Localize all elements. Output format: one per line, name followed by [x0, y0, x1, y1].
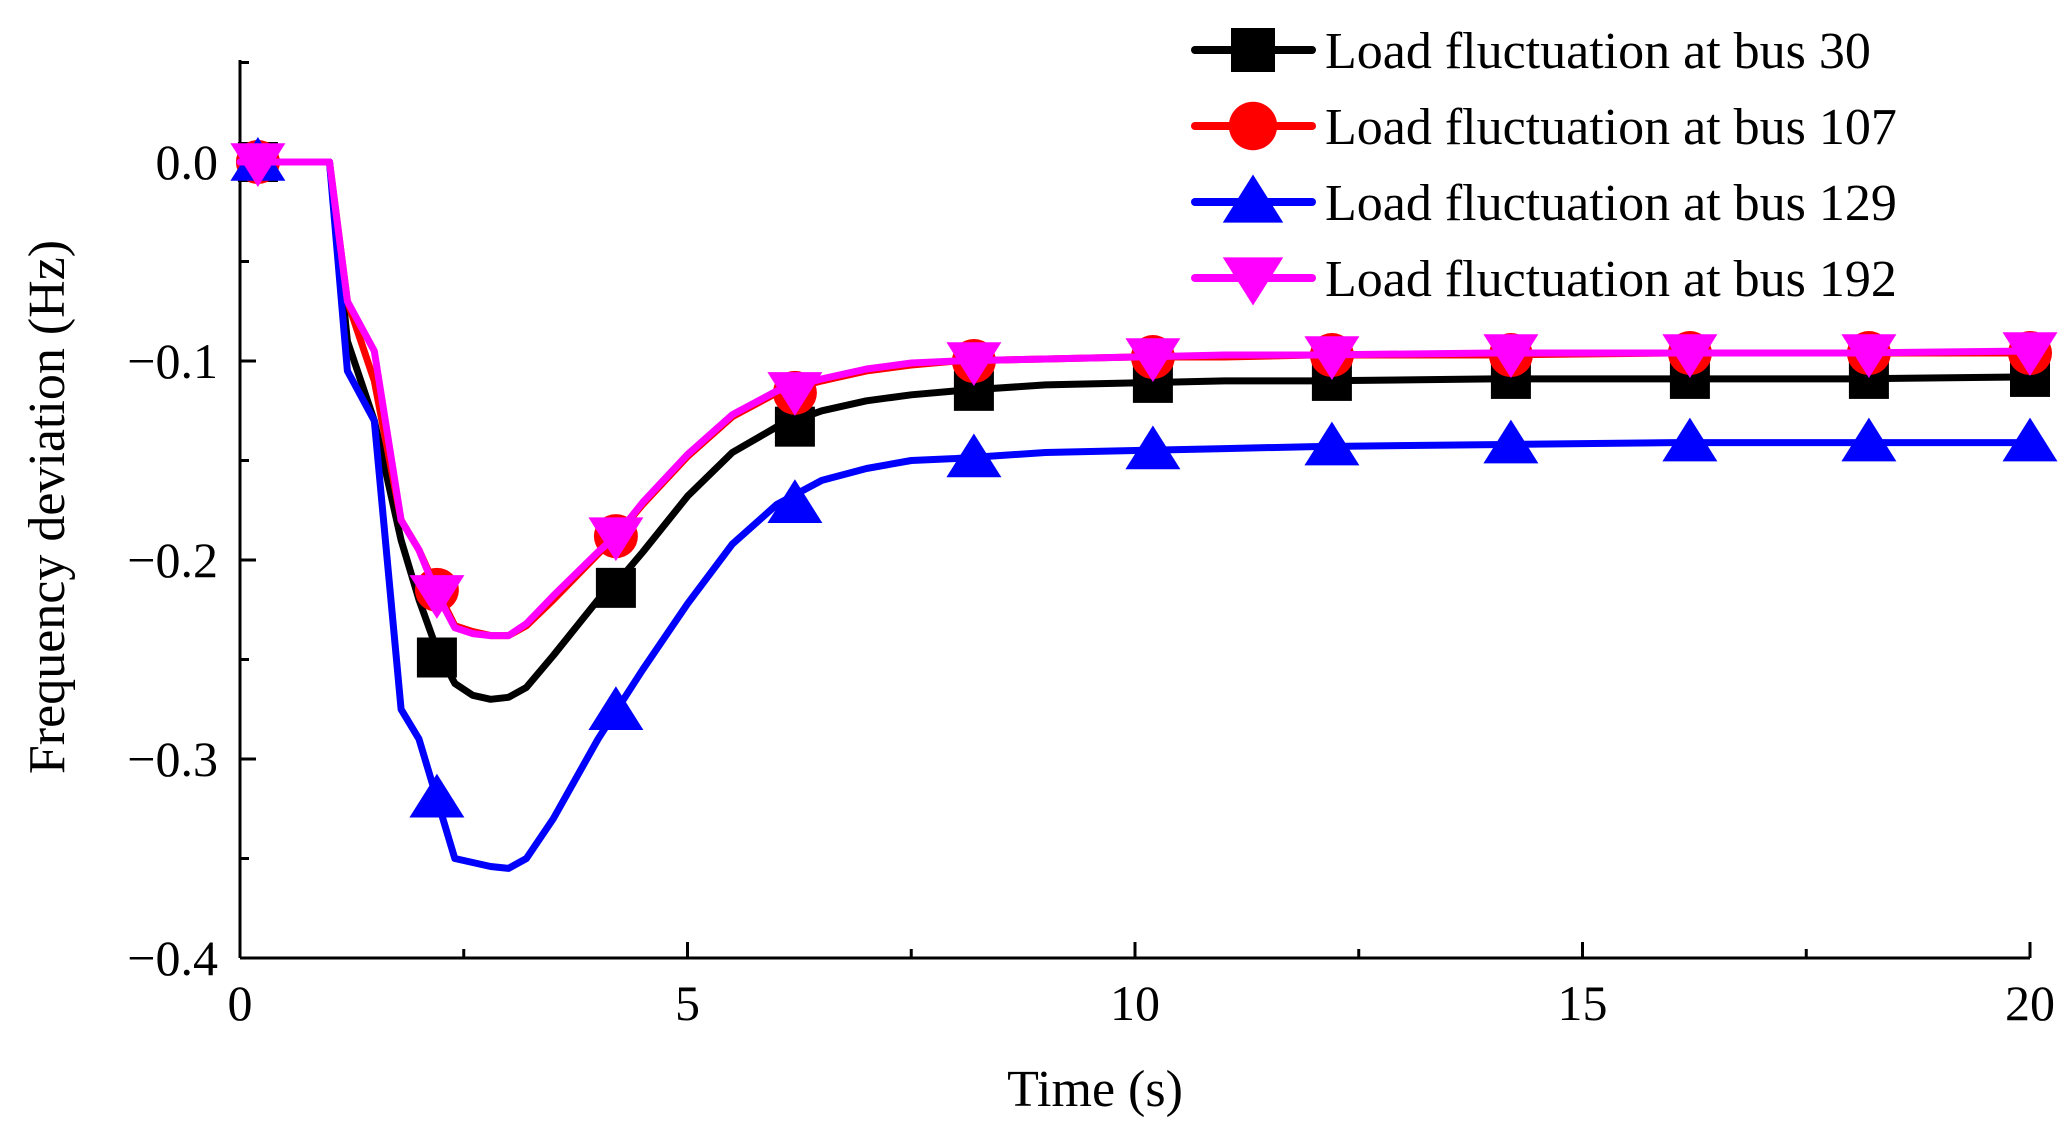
series-point	[767, 372, 823, 416]
y-tick-label: −0.4	[127, 930, 218, 986]
series-line	[236, 158, 2034, 872]
y-axis-title: Frequency deviation (Hz)	[19, 240, 76, 774]
legend-label: Load fluctuation at bus 30	[1325, 23, 1871, 80]
series-point	[230, 143, 286, 187]
legend-entry: Load fluctuation at bus 192	[1191, 251, 1897, 308]
y-tick-label: −0.2	[127, 532, 218, 588]
x-axis-title: Time (s)	[1007, 1061, 1183, 1118]
series-point	[409, 575, 465, 619]
legend-swatch-marker	[1222, 174, 1284, 223]
series-point	[2002, 332, 2058, 377]
y-tick-label: 0.0	[156, 134, 219, 190]
series-line	[236, 158, 2034, 640]
series-point	[1483, 419, 1539, 464]
series-point	[946, 342, 1002, 386]
series-point	[1125, 338, 1181, 383]
series-point	[409, 773, 465, 818]
series-4	[230, 143, 2058, 640]
series-point	[1841, 334, 1897, 379]
x-tick-label: 10	[1110, 975, 1160, 1031]
series-point	[1662, 334, 1718, 379]
series-point	[588, 517, 644, 562]
x-tick-label: 15	[1558, 975, 1608, 1031]
x-tick-label: 0	[228, 975, 253, 1031]
x-axis-ticks: 0 5 10 15 20	[228, 942, 2055, 1031]
series-point	[767, 479, 823, 524]
legend-entry: Load fluctuation at bus 129	[1191, 174, 1897, 232]
legend-swatch-marker	[1222, 257, 1284, 306]
legend-label: Load fluctuation at bus 129	[1325, 175, 1897, 232]
series-point	[1304, 421, 1360, 466]
plot-area: 0 5 10 15 20 0.0 −0.1 −0.2 −0.3 −0.4	[127, 60, 2058, 1031]
legend-entry: Load fluctuation at bus 107	[1191, 99, 1897, 156]
legend-swatch-marker	[1231, 28, 1275, 72]
series-point	[946, 433, 1002, 478]
series-point	[1841, 417, 1897, 462]
x-tick-label: 5	[675, 975, 700, 1031]
series-point	[588, 686, 644, 730]
legend-label: Load fluctuation at bus 192	[1325, 251, 1897, 308]
legend-swatch-marker	[1228, 101, 1278, 151]
series-line	[236, 158, 2034, 703]
series-point	[1304, 336, 1360, 381]
x-tick-label: 20	[2005, 975, 2055, 1031]
y-tick-label: −0.1	[127, 333, 218, 389]
legend-label: Load fluctuation at bus 107	[1325, 99, 1897, 156]
series-point	[595, 567, 636, 608]
y-tick-label: −0.3	[127, 731, 218, 787]
legend-entry: Load fluctuation at bus 30	[1191, 23, 1871, 80]
legend: Load fluctuation at bus 30 Load fluctuati…	[1191, 23, 1897, 308]
y-axis-ticks: 0.0 −0.1 −0.2 −0.3 −0.4	[127, 61, 256, 986]
series-point	[1662, 417, 1718, 462]
series-layer	[230, 137, 2058, 872]
series-point	[1483, 334, 1539, 379]
series-3	[230, 137, 2058, 872]
series-point	[1125, 425, 1181, 470]
series-point	[416, 637, 457, 678]
series-point	[2002, 417, 2058, 462]
